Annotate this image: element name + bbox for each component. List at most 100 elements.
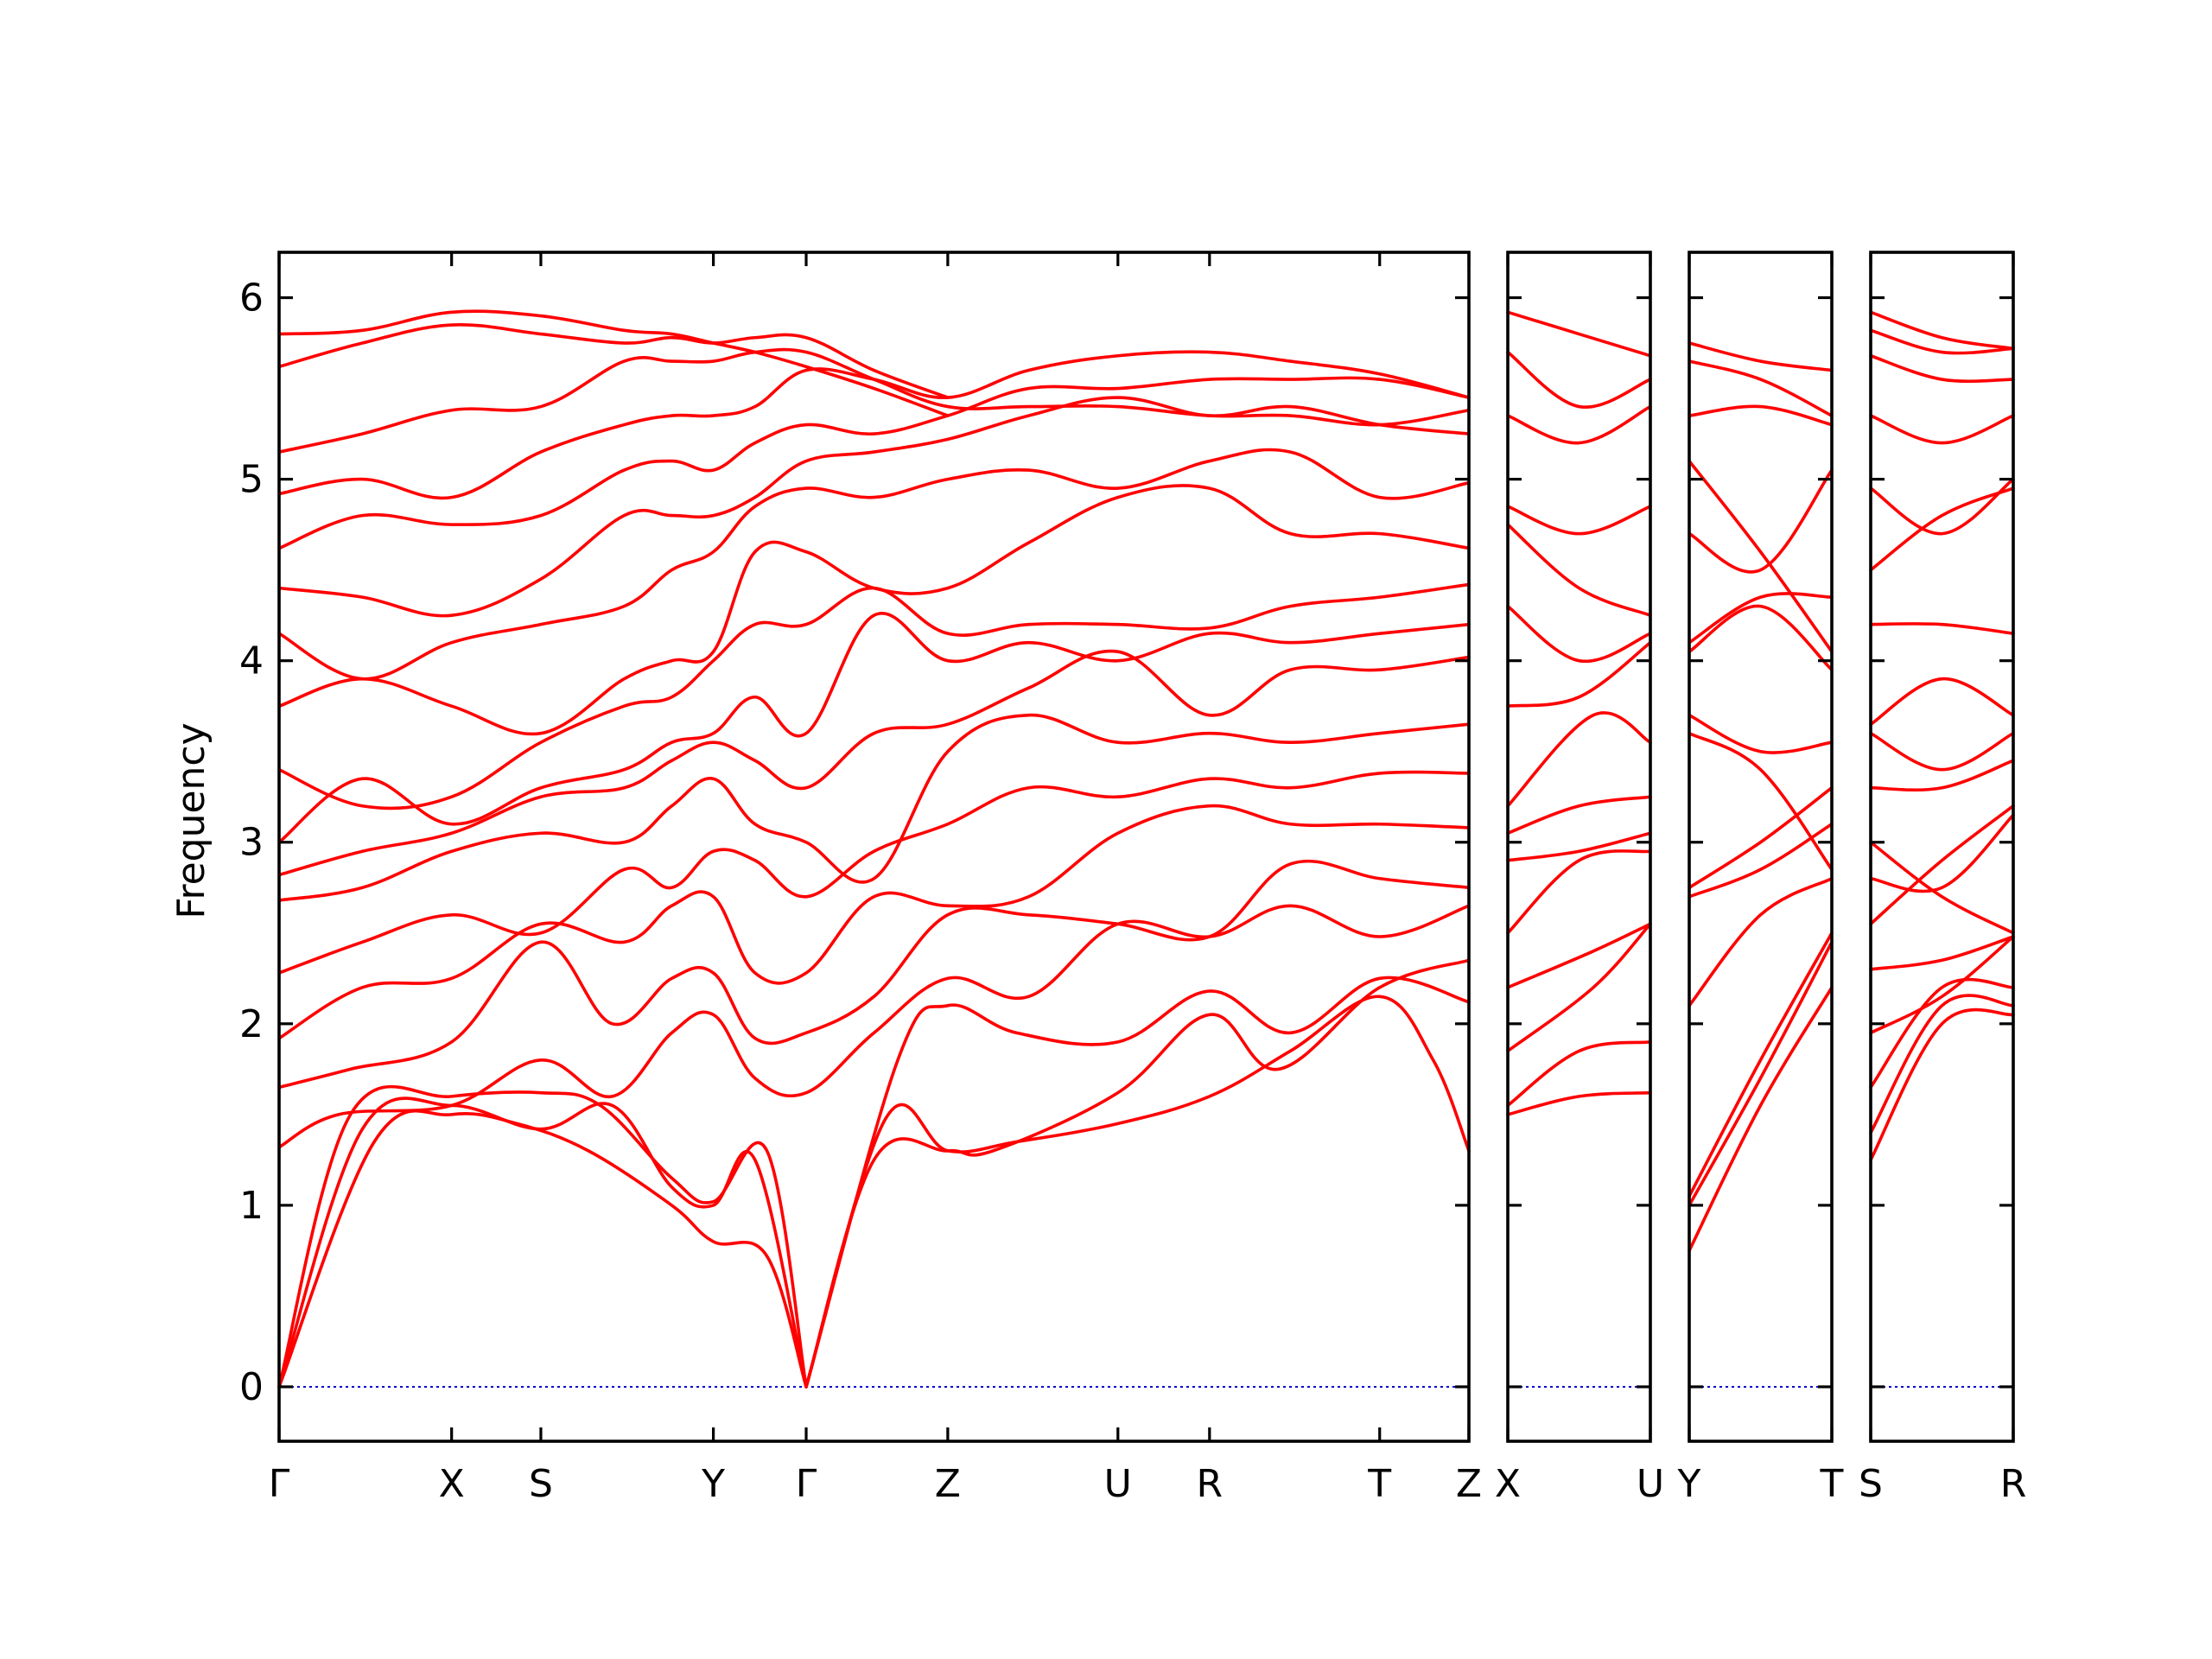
band-line (1688, 876, 1834, 1007)
band-line (1869, 935, 2015, 971)
x-tick-label: T (1367, 1462, 1391, 1506)
band-line (1869, 840, 2015, 935)
band-line (277, 649, 1471, 877)
band-line (1506, 505, 1652, 536)
band-line (1688, 986, 1834, 1253)
x-tick-label: Γ (269, 1462, 290, 1506)
band-line (1869, 994, 2015, 1135)
band-line (277, 582, 1471, 810)
band-line (1869, 328, 2015, 355)
band-line (1869, 477, 2015, 536)
band-line (277, 448, 1471, 681)
y-tick-label: 1 (239, 1184, 264, 1228)
band-line (1869, 353, 2015, 384)
band-line (1869, 1007, 2015, 1162)
band-line (1506, 795, 1652, 836)
band-line (1688, 468, 1834, 574)
band-line (1688, 940, 1834, 1207)
x-tick-label: S (529, 1462, 553, 1506)
band-line (1506, 523, 1652, 617)
band-line (1869, 486, 2015, 572)
band-line (1506, 604, 1652, 664)
y-tick-label: 4 (239, 639, 264, 683)
band-line (804, 995, 1471, 1389)
band-line (1688, 459, 1834, 653)
band-line (1869, 414, 2015, 445)
band-line (277, 484, 1471, 736)
band-line (804, 976, 1471, 1389)
panel-frame (1869, 251, 2015, 1443)
x-tick-label: U (1637, 1462, 1664, 1506)
x-tick-label: Z (1456, 1462, 1482, 1506)
band-line (1869, 310, 2015, 351)
band-line (1688, 713, 1834, 754)
band-line (1869, 622, 2015, 635)
band-line (277, 322, 950, 399)
x-tick-label: Y (701, 1462, 725, 1506)
panel-frame (1688, 251, 1834, 1443)
x-tick-label: Y (1677, 1462, 1701, 1506)
x-tick-label: R (1197, 1462, 1224, 1506)
band-line (1506, 404, 1652, 445)
band-line (1869, 935, 2015, 1035)
band-line (277, 1109, 808, 1389)
band-line (1869, 759, 2015, 792)
x-tick-label: R (2000, 1462, 2027, 1506)
x-tick-label: X (439, 1462, 465, 1506)
band-line (1506, 1090, 1652, 1116)
y-tick-label: 0 (239, 1365, 264, 1409)
band-line (277, 350, 1471, 500)
band-line (1688, 592, 1834, 645)
panel-frame (277, 251, 1471, 1443)
band-line (1506, 640, 1652, 708)
y-tick-label: 2 (239, 1002, 264, 1046)
band-line (277, 309, 950, 417)
band-line (1688, 931, 1834, 1198)
y-tick-label: 5 (239, 458, 264, 502)
band-line (1506, 922, 1652, 1053)
band-line (277, 859, 1471, 1090)
band-line (1688, 785, 1834, 890)
x-tick-label: U (1104, 1462, 1132, 1506)
band-line (1869, 731, 2015, 772)
band-line (1869, 813, 2015, 893)
band-line (1688, 404, 1834, 427)
band-line (1506, 849, 1652, 935)
band-line (1506, 711, 1652, 808)
y-tick-label: 3 (239, 821, 264, 865)
x-tick-label: Γ (796, 1462, 817, 1506)
band-line (1506, 1040, 1652, 1108)
x-tick-label: S (1859, 1462, 1883, 1506)
band-line (277, 804, 1471, 1040)
band-line (804, 958, 1471, 1389)
y-tick-label: 6 (239, 276, 264, 321)
band-line (1688, 341, 1834, 372)
band-line (1869, 804, 2015, 926)
band-line (277, 1096, 808, 1389)
band-line (1869, 677, 2015, 726)
band-line (1688, 822, 1834, 899)
x-tick-label: X (1495, 1462, 1521, 1506)
band-line (1506, 922, 1652, 989)
band-line (1506, 831, 1652, 862)
band-line (277, 347, 1471, 454)
x-tick-label: Z (935, 1462, 961, 1506)
band-line (277, 713, 1471, 902)
band-line (277, 376, 1471, 550)
band-line (277, 396, 1471, 618)
band-line (1688, 731, 1834, 872)
band-line (1869, 977, 2015, 1090)
band-line (1506, 350, 1652, 410)
band-line (1506, 310, 1652, 358)
y-axis-title: Frequency (169, 722, 213, 918)
band-line (277, 904, 1471, 1149)
band-line (277, 770, 1471, 975)
band-line (1688, 359, 1834, 417)
band-line (277, 1084, 808, 1389)
panel-frame (1506, 251, 1652, 1443)
band-line (277, 612, 1471, 844)
x-tick-label: T (1820, 1462, 1844, 1506)
band-line (1688, 604, 1834, 671)
